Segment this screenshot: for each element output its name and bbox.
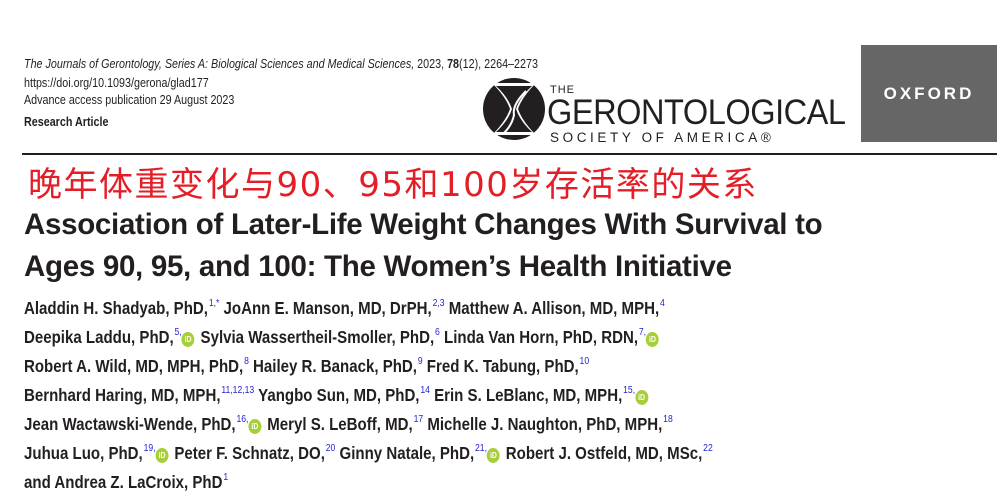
affiliation-sup[interactable]: 9 [417, 356, 423, 367]
author-name[interactable]: Robert J. Ostfeld, MD, MSc, [501, 443, 703, 463]
author-name[interactable]: Juhua Luo, PhD, [24, 443, 143, 463]
header-divider [22, 153, 997, 155]
affiliation-sup[interactable]: 6 [435, 327, 440, 338]
volume: 78 [447, 57, 460, 71]
author-name[interactable]: Sylvia Wassertheil-Smoller, PhD, [196, 327, 435, 347]
author-line: Juhua Luo, PhD,19,iD Peter F. Schnatz, D… [24, 442, 713, 471]
author-list: Aladdin H. Shadyab, PhD,1,* JoAnn E. Man… [24, 297, 825, 500]
publisher-name: OXFORD [883, 83, 975, 103]
author-name[interactable]: Robert A. Wild, MD, MPH, PhD, [24, 356, 244, 376]
journal-citation: The Journals of Gerontology, Series A: B… [24, 57, 538, 72]
affiliation-sup[interactable]: 1 [223, 472, 229, 483]
author-name[interactable]: Peter F. Schnatz, DO, [170, 443, 325, 463]
article-title-line2: Ages 90, 95, and 100: The Women’s Health… [24, 250, 732, 283]
year: 2023, [414, 57, 448, 71]
affiliation-sup[interactable]: 15, [623, 385, 636, 396]
affiliation-sup[interactable]: 7, [638, 327, 647, 338]
society-the: THE [550, 84, 575, 96]
author-name[interactable]: Hailey R. Banack, PhD, [248, 356, 417, 376]
doi-link[interactable]: https://doi.org/10.1093/gerona/glad177 [24, 76, 209, 90]
affiliation-sup[interactable]: 10 [579, 356, 590, 367]
affiliation-sup[interactable]: 1,* [208, 298, 220, 309]
author-name[interactable]: Aladdin H. Shadyab, PhD, [24, 298, 208, 318]
affiliation-sup[interactable]: 8 [244, 356, 249, 367]
society-subtitle: SOCIETY OF AMERICA® [550, 130, 775, 145]
orcid-icon[interactable]: iD [181, 332, 195, 347]
author-line: and Andrea Z. LaCroix, PhD1 [24, 471, 713, 500]
author-name[interactable]: JoAnn E. Manson, MD, DrPH, [219, 298, 432, 318]
author-line: Deepika Laddu, PhD,5,iD Sylvia Wasserthe… [24, 326, 713, 355]
affiliation-sup[interactable]: 14 [420, 385, 430, 396]
affiliation-sup[interactable]: 21, [475, 443, 487, 454]
chinese-title: 晚年体重变化与90、95和100岁存活率的关系 [28, 165, 758, 205]
author-line: Robert A. Wild, MD, MPH, PhD,8 Hailey R.… [24, 355, 713, 384]
affiliation-sup[interactable]: 17 [413, 414, 424, 425]
author-name[interactable]: Ginny Natale, PhD, [335, 443, 475, 463]
orcid-icon[interactable]: iD [248, 419, 262, 434]
affiliation-sup[interactable]: 22 [703, 443, 713, 454]
author-name[interactable]: Michelle J. Naughton, PhD, MPH, [423, 414, 663, 434]
journal-name: The Journals of Gerontology, Series A: B… [24, 57, 415, 71]
affiliation-sup[interactable]: 19, [143, 443, 156, 454]
author-name[interactable]: Matthew A. Allison, MD, MPH, [444, 298, 660, 318]
hourglass-logo-icon [483, 78, 545, 140]
affiliation-sup[interactable]: 11,12,13 [221, 385, 255, 396]
orcid-icon[interactable]: iD [486, 448, 500, 463]
author-line: Bernhard Haring, MD, MPH,11,12,13 Yangbo… [24, 384, 713, 413]
affiliation-sup[interactable]: 2,3 [432, 298, 445, 309]
orcid-icon[interactable]: iD [635, 390, 648, 405]
orcid-icon[interactable]: iD [155, 448, 169, 463]
affiliation-sup[interactable]: 16, [236, 414, 249, 425]
affiliation-sup[interactable]: 5, [174, 327, 182, 338]
author-name[interactable]: Erin S. LeBlanc, MD, MPH, [429, 385, 623, 405]
article-title-line1: Association of Later-Life Weight Changes… [24, 208, 823, 241]
author-line: Jean Wactawski-Wende, PhD,16,iD Meryl S.… [24, 413, 713, 442]
affiliation-sup[interactable]: 4 [660, 298, 665, 309]
advance-access: Advance access publication 29 August 202… [24, 93, 235, 107]
author-name[interactable]: Deepika Laddu, PhD, [24, 327, 174, 347]
affiliation-sup[interactable]: 20 [325, 443, 336, 454]
author-line: Aladdin H. Shadyab, PhD,1,* JoAnn E. Man… [24, 297, 713, 326]
author-name[interactable]: Fred K. Tabung, PhD, [422, 356, 579, 376]
society-name: GERONTOLOGICAL [547, 93, 846, 132]
author-name[interactable]: Meryl S. LeBoff, MD, [263, 414, 413, 434]
author-name[interactable]: Bernhard Haring, MD, MPH, [24, 385, 221, 405]
affiliation-sup[interactable]: 18 [663, 414, 673, 425]
author-name[interactable]: Linda Van Horn, PhD, RDN, [439, 327, 638, 347]
oxford-logo: OXFORD [861, 45, 997, 142]
author-name[interactable]: and Andrea Z. LaCroix, PhD [24, 472, 223, 492]
article-type: Research Article [24, 115, 109, 129]
orcid-icon[interactable]: iD [646, 332, 659, 347]
author-name[interactable]: Jean Wactawski-Wende, PhD, [24, 414, 236, 434]
author-name[interactable]: Yangbo Sun, MD, PhD, [254, 385, 420, 405]
issue-pages: (12), 2264–2273 [459, 57, 538, 71]
